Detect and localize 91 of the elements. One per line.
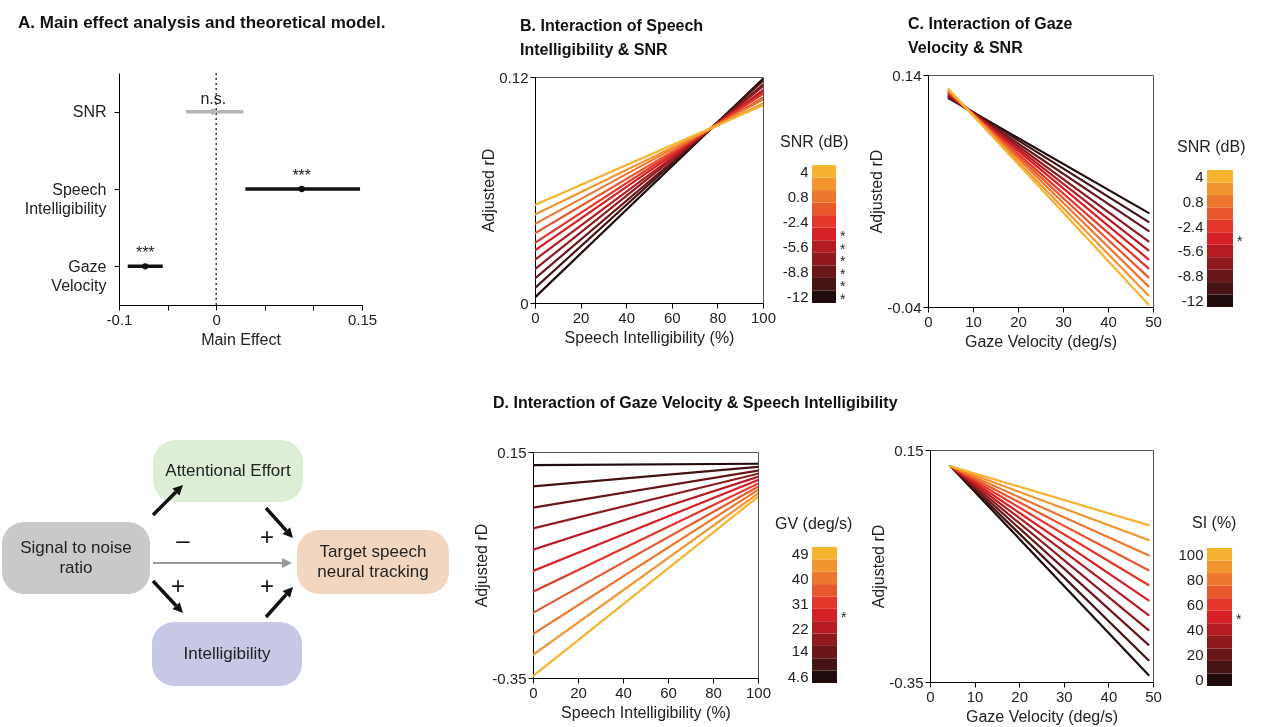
- x-tick-label: 30: [1055, 687, 1073, 705]
- x-tick-label: 40: [618, 308, 636, 326]
- x-tick-label: 0: [926, 687, 935, 705]
- text: *: [1236, 611, 1242, 627]
- y-tick-label: -0.04: [887, 298, 922, 316]
- x-tick-label: 60: [663, 308, 681, 326]
- x-tick-label: 40: [1100, 687, 1118, 705]
- x-axis-title: Main Effect: [201, 330, 282, 348]
- y-tick-label: SNR: [72, 103, 107, 121]
- color-bar-label: -2.4: [1177, 217, 1204, 235]
- y-axis-title: Adjusted rD: [868, 149, 886, 234]
- y-tick-label: 0.15: [894, 441, 924, 459]
- x-tick-label: 20: [572, 308, 590, 326]
- color-bar-label: 0.8: [1182, 192, 1204, 210]
- color-bar-label: -12: [1181, 292, 1204, 310]
- x-tick-label: 80: [709, 308, 727, 326]
- y-tick-label: 0: [520, 294, 529, 312]
- x-tick-label: 20: [1011, 687, 1029, 705]
- y-tick-label: -0.35: [492, 669, 527, 687]
- color-bar-title: SI (%): [1192, 514, 1237, 532]
- text: *: [841, 609, 847, 625]
- color-bar-title: SNR (dB): [780, 133, 849, 151]
- color-bar-label: 0.8: [787, 187, 809, 205]
- x-tick-label: 10: [965, 312, 982, 330]
- rounded-box: Target speech neural tracking: [297, 530, 449, 594]
- color-bar-title: GV (deg/s): [775, 515, 853, 533]
- text: *: [1237, 232, 1243, 249]
- chart-title: D. Interaction of Gaze Velocity & Speech Intelligibility: [493, 394, 898, 411]
- text: –: [176, 526, 190, 554]
- color-bar-label: -8.8: [782, 263, 809, 281]
- x-tick-label: 10: [966, 687, 984, 705]
- y-tick-label: 0.14: [892, 66, 922, 84]
- x-tick-label: 60: [660, 683, 677, 701]
- y-tick-label: Gaze Velocity: [51, 257, 107, 294]
- color-bar-label: -8.8: [1177, 267, 1204, 285]
- y-axis-title: Adjusted rD: [480, 148, 498, 233]
- x-tick-label: 100: [750, 308, 777, 326]
- color-bar-label: 40: [1186, 621, 1204, 639]
- x-tick-label: 30: [1055, 312, 1072, 330]
- annotation: ***: [135, 244, 155, 262]
- color-bar-label: -5.6: [782, 238, 809, 256]
- color-bar-label: 80: [1186, 570, 1204, 588]
- color-bar-label: 4.6: [787, 668, 809, 686]
- rounded-box: Signal to noise ratio: [2, 522, 150, 594]
- y-tick-label: 0.12: [499, 68, 529, 86]
- x-tick-label: 40: [1100, 312, 1117, 330]
- annotation: n.s.: [200, 89, 227, 107]
- y-tick-label: 0.15: [497, 443, 527, 461]
- x-axis-title: Gaze Velocity (deg/s): [964, 332, 1118, 350]
- y-axis-title: Adjusted rD: [870, 524, 888, 609]
- chart-title: A. Main effect analysis and theoretical model.: [18, 13, 386, 33]
- x-axis-title: Speech Intelligibility (%): [561, 703, 731, 721]
- color-bar-label: 20: [1186, 646, 1204, 664]
- x-tick-label: 50: [1145, 687, 1162, 705]
- x-tick-label: -0.1: [106, 310, 133, 328]
- color-bar-label: 40: [791, 569, 809, 587]
- color-bar-label: 31: [791, 594, 809, 612]
- x-tick-label: 0.15: [347, 310, 378, 328]
- color-bar-label: -12: [786, 288, 809, 306]
- color-bar-label: -2.4: [782, 212, 809, 230]
- y-axis-title: Adjusted rD: [473, 523, 491, 608]
- x-axis-title: Gaze Velocity (deg/s): [965, 707, 1119, 725]
- x-tick-label: 20: [1010, 312, 1027, 330]
- color-bar-label: 0: [1195, 671, 1204, 689]
- color-bar-label: 49: [791, 544, 809, 562]
- x-tick-label: 20: [570, 683, 587, 701]
- color-bar-label: 100: [1178, 545, 1204, 563]
- chart-title: C. Interaction of Gaze Velocity & SNR: [908, 15, 1073, 56]
- x-tick-label: 80: [705, 683, 722, 701]
- color-bar-label: 60: [1186, 595, 1204, 613]
- chart-title: B. Interaction of Speech Intelligibility & SNR: [520, 17, 704, 58]
- color-bar-label: 14: [791, 642, 809, 660]
- text: +: [259, 523, 275, 551]
- color-bar-label: -5.6: [1177, 242, 1204, 260]
- color-bar-label: 22: [791, 619, 809, 637]
- color-bar-label: 4: [1195, 167, 1204, 185]
- y-tick-label: Speech Intelligibility: [24, 180, 107, 217]
- x-tick-label: 100: [745, 683, 772, 701]
- color-bar-label: 4: [800, 162, 809, 180]
- x-tick-label: 0: [212, 310, 221, 328]
- annotation: ***: [292, 167, 312, 184]
- x-axis-title: Speech Intelligibility (%): [564, 328, 735, 346]
- text: +: [170, 572, 186, 600]
- x-tick-label: 40: [615, 683, 632, 701]
- y-tick-label: -0.35: [889, 673, 924, 691]
- rounded-box: Intelligibility: [152, 622, 302, 686]
- color-bar-title: SNR (dB): [1177, 138, 1246, 156]
- x-tick-label: 0: [531, 308, 540, 326]
- text: +: [259, 572, 275, 600]
- x-tick-label: 50: [1145, 312, 1162, 330]
- rounded-box: Attentional Effort: [153, 440, 303, 502]
